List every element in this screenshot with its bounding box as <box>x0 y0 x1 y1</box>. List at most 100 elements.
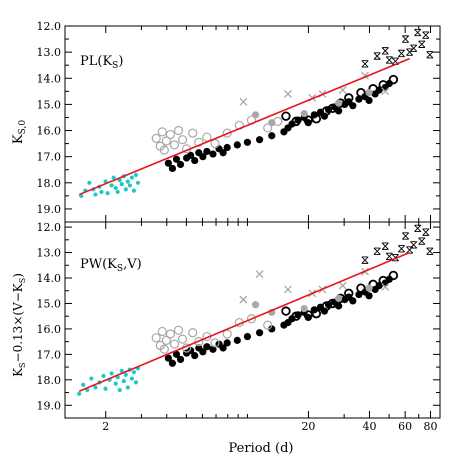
data-point-cyan <box>105 191 110 196</box>
data-point-open-grey <box>173 325 184 335</box>
data-point-star <box>381 47 389 55</box>
data-point-open-black <box>388 270 399 281</box>
data-point-cyan <box>119 368 124 374</box>
data-point-open-grey <box>173 125 184 136</box>
data-point-cyan <box>129 175 134 180</box>
x-tick-label: 20 <box>301 420 315 433</box>
y-tick-label: 19.0 <box>37 203 62 216</box>
data-point-cyan <box>131 188 137 193</box>
data-point-open-grey <box>161 335 171 345</box>
data-point-cyan <box>87 180 92 185</box>
data-point-open-grey <box>157 326 167 337</box>
data-point-open-grey <box>222 128 232 138</box>
data-point-black <box>355 95 363 103</box>
data-point-black <box>203 147 211 156</box>
data-point-open-black <box>311 114 322 124</box>
y-tick-label: 15.0 <box>37 98 62 111</box>
data-point-open-grey <box>202 132 212 142</box>
data-point-star <box>426 51 434 59</box>
data-point-cross-grey <box>239 295 248 304</box>
data-point-filled-grey <box>335 99 343 107</box>
data-point-black <box>164 354 172 362</box>
data-point-black <box>349 102 357 110</box>
data-point-cyan <box>119 182 124 187</box>
data-point-cyan <box>109 371 114 376</box>
x-tick-label: 2 <box>102 420 109 433</box>
y-tick-label: 15.0 <box>37 297 62 310</box>
data-point-cyan <box>129 376 134 381</box>
data-point-open-black <box>356 283 366 293</box>
data-point-open-grey <box>151 333 161 343</box>
data-point-star <box>397 245 406 253</box>
data-point-black <box>199 348 207 356</box>
data-point-cyan <box>111 175 116 180</box>
panel-label-pw: PW(KS,V) <box>80 257 142 274</box>
data-point-cyan <box>99 189 104 195</box>
data-point-star <box>391 57 399 65</box>
y-tick-label: 13.0 <box>37 247 62 260</box>
y-tick-label: 16.0 <box>37 125 62 138</box>
data-point-cross-grey <box>338 281 347 290</box>
data-point-open-black <box>388 74 399 85</box>
data-point-black <box>176 355 185 364</box>
data-point-black <box>203 343 211 351</box>
data-point-open-grey <box>188 128 198 138</box>
data-point-black <box>304 313 312 322</box>
data-point-open-black <box>368 84 378 94</box>
data-point-cross-grey <box>381 282 390 291</box>
data-point-filled-grey <box>251 301 260 309</box>
y-tick-label: 17.0 <box>37 348 62 361</box>
data-point-open-grey <box>169 140 180 150</box>
data-point-cyan <box>125 179 130 184</box>
data-point-black <box>365 292 373 300</box>
data-point-black <box>187 151 195 159</box>
y-tick-label: 12.0 <box>37 221 62 234</box>
data-point-cyan <box>121 378 126 384</box>
data-point-star <box>402 35 410 43</box>
data-point-open-grey <box>210 139 220 149</box>
data-point-cyan <box>125 385 130 390</box>
data-point-open-grey <box>159 145 169 155</box>
data-point-open-black <box>311 308 322 319</box>
data-point-black <box>219 344 227 352</box>
data-point-open-grey <box>194 137 204 147</box>
data-point-black <box>233 336 241 344</box>
data-point-open-grey <box>157 127 167 137</box>
data-point-open-grey <box>169 339 180 349</box>
data-point-black <box>223 339 231 347</box>
data-point-cyan <box>133 172 139 178</box>
data-point-cross-grey <box>239 97 248 106</box>
data-point-black <box>243 332 252 341</box>
data-point-black <box>233 141 241 149</box>
data-point-cyan <box>123 372 128 377</box>
data-point-star <box>422 228 430 236</box>
panel-top: PL(KS) KS,0 12.0 13.0 14.0 15.0 16.0 17.0 18.0… <box>11 20 441 223</box>
data-point-open-grey <box>161 136 171 146</box>
data-point-star <box>414 224 422 233</box>
data-point-filled-grey <box>300 109 308 118</box>
data-point-open-grey <box>151 133 161 143</box>
data-point-black <box>255 329 264 337</box>
data-point-cyan <box>81 382 86 388</box>
data-point-filled-grey <box>300 304 308 313</box>
data-point-open-grey <box>188 328 198 338</box>
x-axis-label: Period (d) <box>229 441 294 456</box>
panel-bottom: PW(KS,V) KS−0.13×(V−KS) 12.0 13.0 14.0 15.0… <box>11 221 441 419</box>
data-point-star <box>422 31 430 39</box>
data-point-cyan <box>77 391 82 396</box>
data-point-cyan <box>101 373 106 379</box>
data-point-star <box>406 246 414 254</box>
x-tick-label: 60 <box>398 420 412 433</box>
data-point-filled-grey <box>335 294 343 302</box>
data-point-star <box>426 247 434 255</box>
data-point-open-black <box>327 298 338 309</box>
data-point-black <box>168 164 177 173</box>
data-point-cyan <box>133 380 139 385</box>
data-point-filled-grey <box>251 111 260 119</box>
data-point-open-grey <box>177 334 188 344</box>
data-point-star <box>361 60 369 68</box>
y-tick-label: 18.0 <box>37 374 62 387</box>
data-point-star <box>410 241 418 249</box>
data-point-black <box>223 143 231 152</box>
data-point-open-black <box>356 87 366 98</box>
